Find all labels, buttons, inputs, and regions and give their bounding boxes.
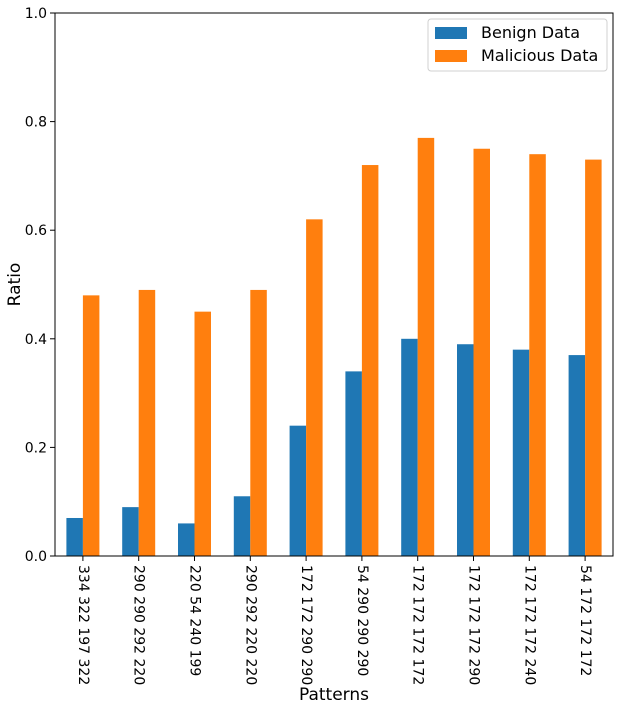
legend: Benign Data Malicious Data <box>427 18 608 72</box>
benign-bar-3 <box>178 523 195 556</box>
y-tick-label: 0.2 <box>25 440 47 456</box>
benign-bar-5 <box>289 425 307 556</box>
malicious-bar-3 <box>194 311 211 556</box>
benign-bar-7 <box>401 338 418 556</box>
x-tick-label: 220 54 240 199 <box>187 565 203 676</box>
benign-bar-10 <box>568 355 586 556</box>
y-tick-label: 0.0 <box>25 549 47 565</box>
legend-box <box>427 18 608 72</box>
x-tick-label: 172 172 172 172 <box>410 565 426 685</box>
malicious-bar-4 <box>250 289 267 556</box>
y-tick-label: 0.4 <box>25 332 47 348</box>
x-tick-label: 172 172 290 290 <box>298 565 314 685</box>
malicious-bar-7 <box>417 137 435 556</box>
legend-label-2: Malicious Data <box>481 46 598 65</box>
x-tick-label: 290 290 292 220 <box>131 565 147 685</box>
x-tick-label: 172 172 172 240 <box>521 565 537 685</box>
plot-frame <box>54 12 614 557</box>
x-tick-label: 54 290 290 290 <box>354 565 370 676</box>
malicious-bar-6 <box>361 165 379 557</box>
x-tick-label: 54 172 172 172 <box>577 565 593 676</box>
malicious-bar-5 <box>306 219 323 556</box>
y-tick-label: 0.8 <box>25 115 47 131</box>
x-axis-label: Patterns <box>299 685 369 705</box>
malicious-bar-1 <box>82 295 100 556</box>
benign-bar-6 <box>345 371 362 556</box>
benign-bar-4 <box>233 496 251 556</box>
malicious-bar-9 <box>529 154 546 556</box>
axes-group: 0.0 0.2 0.4 0.6 0.8 1.0 334 322 197 322 290 290… <box>25 6 614 685</box>
y-axis-label: Ratio <box>5 263 25 307</box>
benign-bar-2 <box>122 507 139 556</box>
x-tick-label: 172 172 172 290 <box>466 565 482 685</box>
bars-group <box>66 137 602 557</box>
benign-bar-8 <box>457 344 474 556</box>
legend-swatch-1 <box>435 27 467 39</box>
benign-bar-1 <box>66 517 83 556</box>
x-tick-label: 290 292 220 220 <box>242 565 258 685</box>
y-tick-label: 1.0 <box>25 6 47 22</box>
malicious-bar-10 <box>585 159 602 557</box>
malicious-bar-8 <box>473 148 490 556</box>
x-tick-label: 334 322 197 322 <box>75 565 91 685</box>
benign-bar-9 <box>512 349 530 556</box>
legend-label-1: Benign Data <box>481 23 580 42</box>
malicious-bar-2 <box>138 289 156 556</box>
y-tick-label: 0.6 <box>25 223 47 239</box>
legend-swatch-2 <box>435 50 467 62</box>
